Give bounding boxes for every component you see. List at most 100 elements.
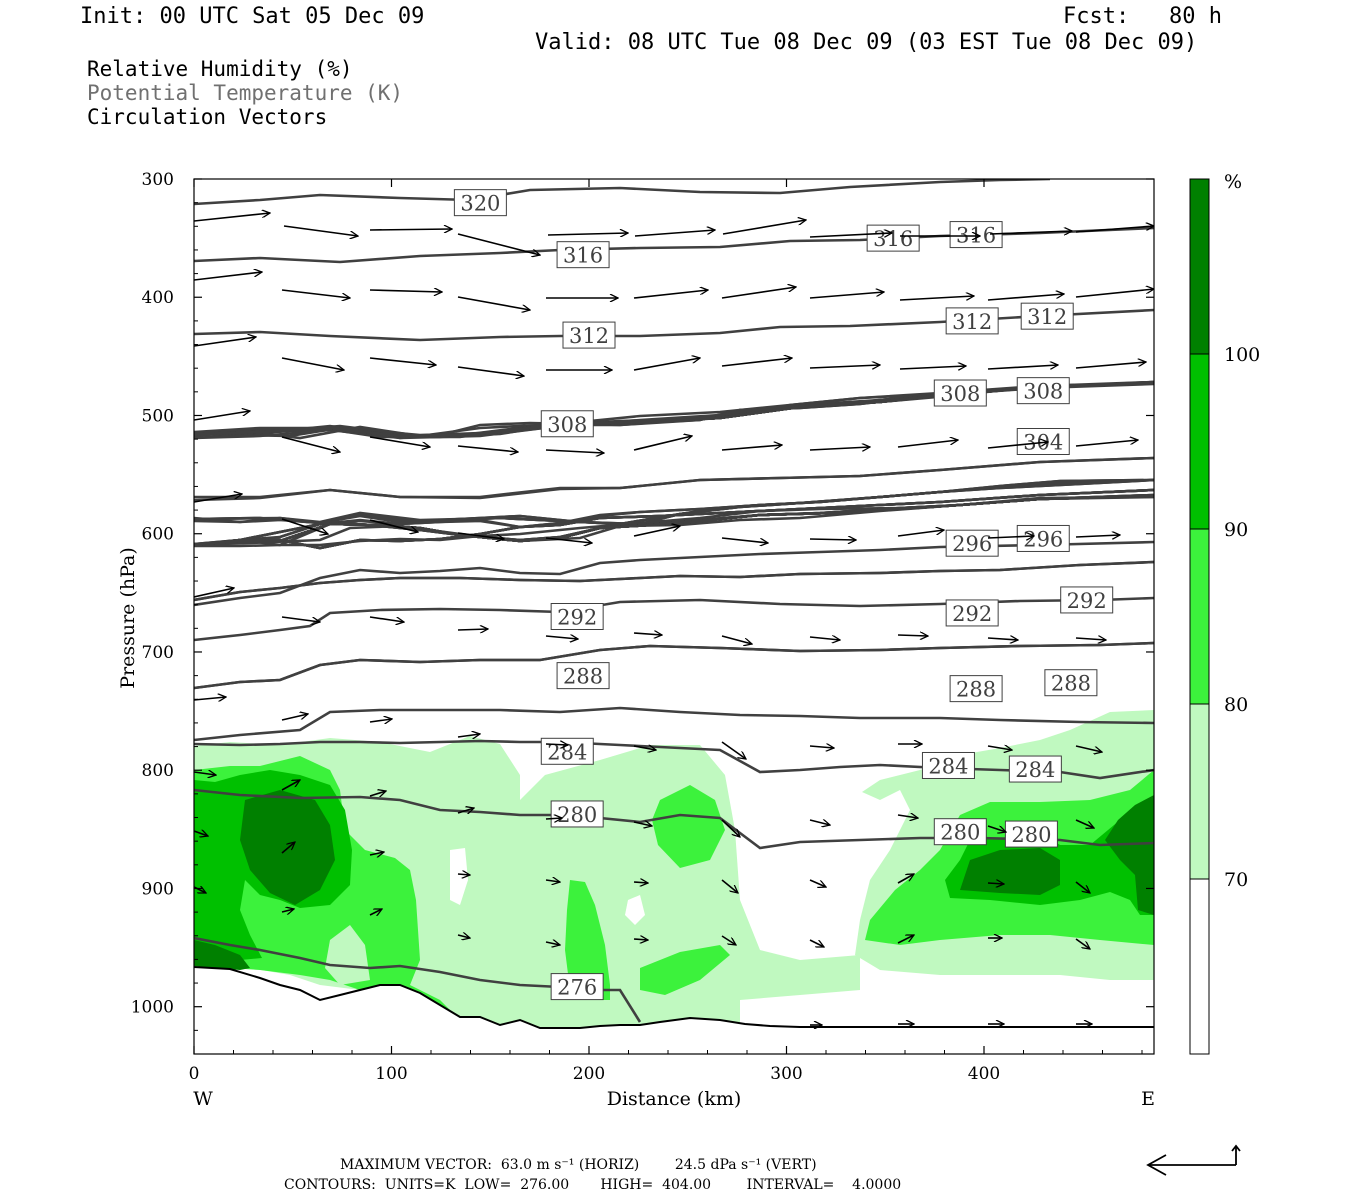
theta-label-box: [949, 675, 1003, 703]
theta-label-box: [1004, 820, 1058, 848]
circulation-vector: [281, 779, 300, 791]
circulation-vector: [369, 616, 404, 622]
circulation-vector: [369, 908, 382, 915]
theta-contour-line: [194, 641, 1154, 690]
circulation-vector: [281, 909, 294, 912]
theta-contour-label: 284: [921, 751, 975, 779]
theta-contour-label: 312: [1020, 302, 1074, 330]
theta-contour-label: 280: [933, 818, 987, 846]
theta-label-box: [556, 662, 610, 690]
circulation-vector: [281, 714, 308, 721]
circulation-vector: [809, 233, 892, 238]
circulation-vector: [194, 588, 234, 598]
theta-contour-label: 312: [945, 307, 999, 335]
circulation-vector: [369, 357, 436, 365]
theta-contour-line: [194, 179, 1051, 206]
circulation-vector: [721, 537, 768, 543]
theta-contour-label: 304: [1016, 428, 1070, 455]
theta-label-text: 280: [1011, 823, 1051, 847]
circulation-vector: [283, 225, 358, 236]
x-tick-label: 100: [375, 1064, 407, 1084]
circulation-vector: [281, 436, 340, 452]
theta-contour-line: [194, 494, 1154, 547]
circulation-vector: [897, 934, 914, 944]
circulation-vector: [987, 442, 1048, 449]
circulation-vector: [545, 450, 604, 453]
circulation-vector: [633, 746, 656, 750]
colorbar-level-label: 90: [1224, 519, 1248, 541]
circulation-vector: [721, 879, 738, 893]
theta-contour-label: 296: [1016, 524, 1070, 552]
circulation-vector: [194, 772, 216, 775]
theta-label-box: [540, 410, 594, 438]
theta-label-text: 280: [557, 803, 597, 827]
x-tick-label: 400: [968, 1064, 1000, 1084]
theta-label-text: 288: [1051, 672, 1091, 696]
theta-contour-line: [194, 308, 1154, 342]
rh-80-central-blob: [652, 785, 725, 868]
theta-label-box: [1044, 669, 1098, 697]
y-tick-label: 1000: [131, 998, 174, 1018]
circulation-vector: [194, 494, 242, 503]
y-tick-label: 800: [142, 761, 174, 781]
theta-label-box: [550, 603, 604, 630]
circulation-vector: [369, 719, 392, 722]
colorbar-level-label: 70: [1224, 869, 1248, 891]
circulation-vector: [457, 935, 470, 938]
theta-contour-label: 296: [945, 529, 999, 557]
dry-patch-2: [625, 895, 645, 925]
theta-contour-label: 280: [550, 800, 604, 828]
theta-contour-label: 280: [1004, 820, 1058, 848]
circulation-vector: [721, 935, 736, 945]
circulation-vector: [1075, 535, 1120, 537]
theta-label-text: 280: [940, 821, 980, 845]
forecast-hour: Fcst: 80 h: [1063, 4, 1222, 29]
theta-contour-line: [194, 540, 1154, 607]
theta-label-box: [945, 599, 999, 627]
theta-contour-label: 288: [556, 662, 610, 690]
circulation-vector: [545, 537, 592, 543]
circulation-vector: [281, 357, 344, 370]
theta-contour-label: 320: [453, 189, 507, 217]
circulation-vector: [1075, 881, 1090, 893]
theta-label-text: 284: [1015, 758, 1055, 782]
circulation-vector: [194, 697, 226, 700]
theta-label-text: 308: [547, 413, 587, 437]
rh-80-gap: [325, 925, 370, 985]
circulation-vector: [281, 289, 350, 298]
circulation-vector: [369, 436, 430, 447]
circulation-vector: [899, 296, 974, 301]
circulation-vector: [809, 879, 826, 887]
theta-label-text: 296: [952, 532, 992, 556]
legend-vectors: Circulation Vectors: [87, 105, 328, 129]
theta-label-text: 308: [1023, 380, 1063, 404]
theta-contour-label: 312: [562, 321, 616, 349]
dry-patch-1: [450, 848, 468, 905]
theta-label-text: 288: [956, 678, 996, 702]
circulation-vector: [633, 939, 648, 940]
circulation-vector: [633, 882, 648, 883]
circulation-vector: [721, 635, 752, 644]
circulation-vector: [545, 636, 578, 639]
rh-100-region-east-edge: [1105, 795, 1154, 915]
x-tick-label: 300: [770, 1064, 802, 1084]
theta-label-box: [1016, 377, 1070, 405]
reference-vector-icon: [1146, 1144, 1241, 1176]
theta-label-box: [933, 379, 987, 407]
theta-label-text: 292: [1067, 589, 1107, 613]
circulation-vector: [545, 744, 568, 745]
colorbar-segment: [1190, 879, 1209, 1054]
rh-100-region-west-edge: [194, 940, 250, 970]
theta-label-box: [866, 224, 920, 252]
theta-contour-label: 316: [556, 241, 610, 269]
terrain-outline: [193, 966, 1154, 1029]
theta-contour-line: [194, 706, 1154, 742]
circulation-vector: [194, 213, 270, 222]
x-east-label: E: [1141, 1088, 1155, 1110]
legend-rh: Relative Humidity (%): [87, 57, 353, 81]
circulation-vector: [809, 447, 870, 450]
theta-label-box: [945, 529, 999, 557]
theta-contour-label: 276: [550, 973, 604, 1001]
theta-label-text: 312: [569, 324, 609, 348]
theta-contour-line: [194, 596, 1154, 642]
